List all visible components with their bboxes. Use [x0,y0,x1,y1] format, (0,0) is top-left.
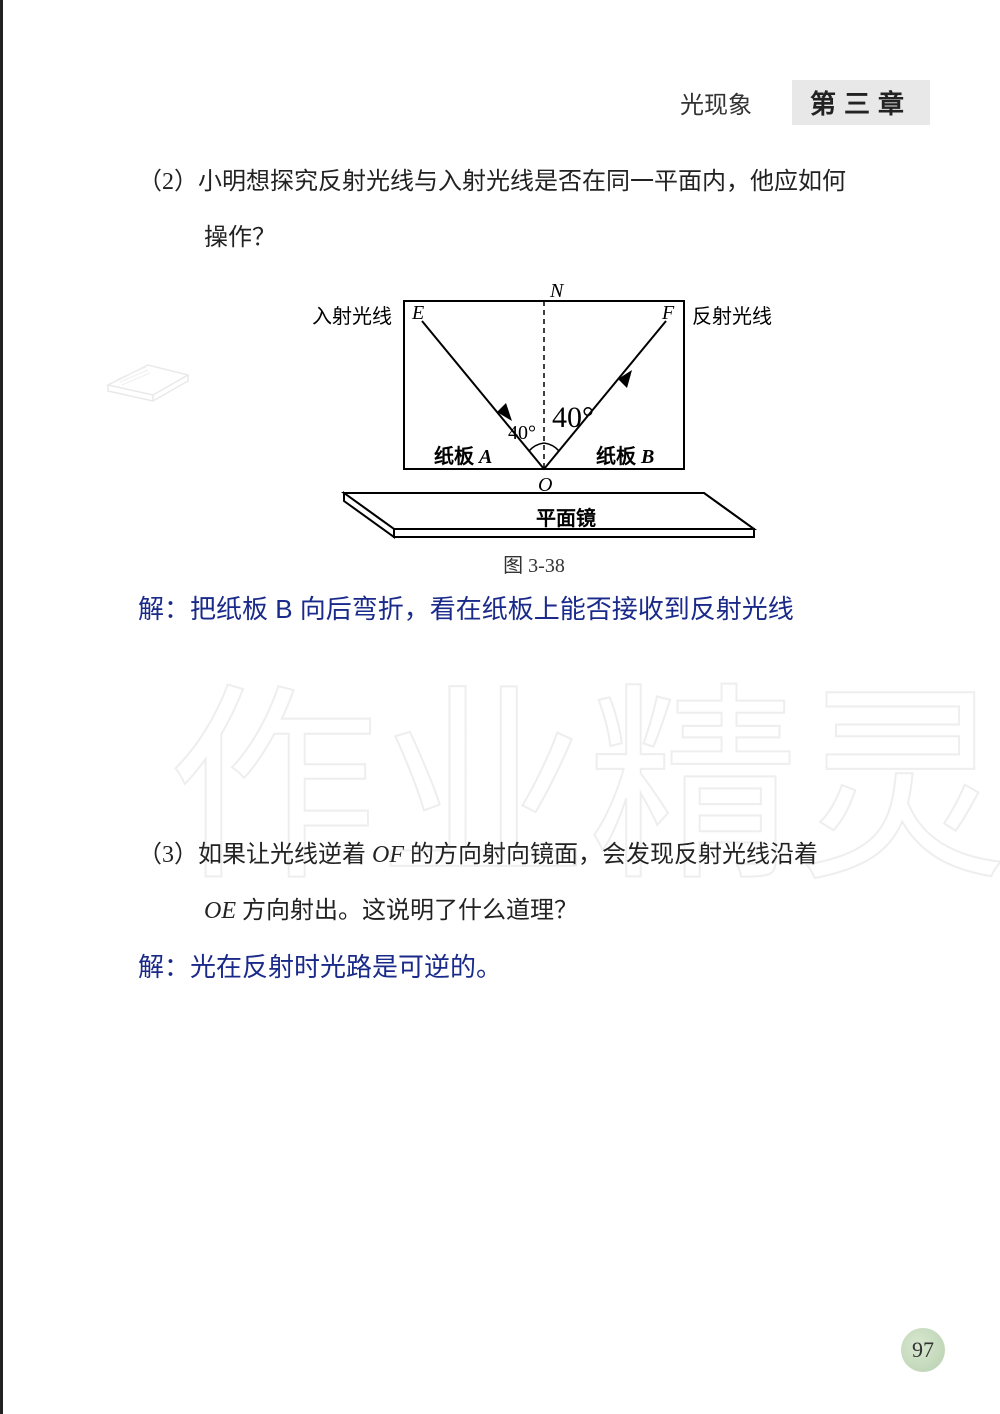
reflection-diagram-svg: N O E F 40° 40° 纸板 [274,271,794,541]
q3-text-line1: （3）如果让光线逆着 OF 的方向射向镜面，会发现反射光线沿着 [138,833,930,879]
label-F: F [661,302,675,324]
question-3: （3）如果让光线逆着 OF 的方向射向镜面，会发现反射光线沿着 OE 方向射出。… [138,833,930,991]
q3-number: （3） [138,842,198,868]
diagram-caption: 图 3-38 [503,549,565,578]
label-mirror: 平面镜 [536,506,596,530]
diagram-3-38: N O E F 40° 40° 纸板 [138,271,930,578]
angle-40-left: 40° [508,422,536,444]
q2-number: （2） [138,169,198,195]
page-body: （2）小明想探究反射光线与入射光线是否在同一平面内，他应如何 操作？ N [138,160,930,991]
page-number-badge: 97 [901,1328,945,1372]
q3-text-line2: OE 方向射出。这说明了什么道理？ [138,889,930,935]
mirror-front-face [394,529,754,537]
q3-answer: 解：光在反射时光路是可逆的。 [138,944,930,991]
label-reflected: 反射光线 [692,305,772,328]
header-chapter-label: 第三章 [792,80,930,125]
q2-text-line1: （2）小明想探究反射光线与入射光线是否在同一平面内，他应如何 [138,160,930,206]
q3-line1-span: 如果让光线逆着 OF 的方向射向镜面，会发现反射光线沿着 [198,842,818,868]
q2-text-line2: 操作？ [138,216,930,262]
label-O: O [538,474,552,496]
label-E: E [411,302,424,324]
label-boardB: 纸板 B [596,444,654,468]
q2-answer: 解：把纸板 B 向后弯折，看在纸板上能否接收到反射光线 [138,586,930,633]
label-incident: 入射光线 [312,305,392,328]
label-N: N [549,280,565,302]
page-container: 光现象 第三章 （2）小明想探究反射光线与入射光线是否在同一平面内，他应如何 操… [0,0,1000,1414]
q2-line1-text: 小明想探究反射光线与入射光线是否在同一平面内，他应如何 [198,169,846,195]
angle-40-right: 40° [552,401,594,434]
watermark-book-icon [98,315,208,410]
page-header: 光现象 第三章 [680,80,930,125]
header-section-title: 光现象 [680,85,752,120]
question-2: （2）小明想探究反射光线与入射光线是否在同一平面内，他应如何 操作？ N [138,160,930,633]
label-boardA: 纸板 A [434,444,492,468]
page-number: 97 [912,1337,934,1363]
